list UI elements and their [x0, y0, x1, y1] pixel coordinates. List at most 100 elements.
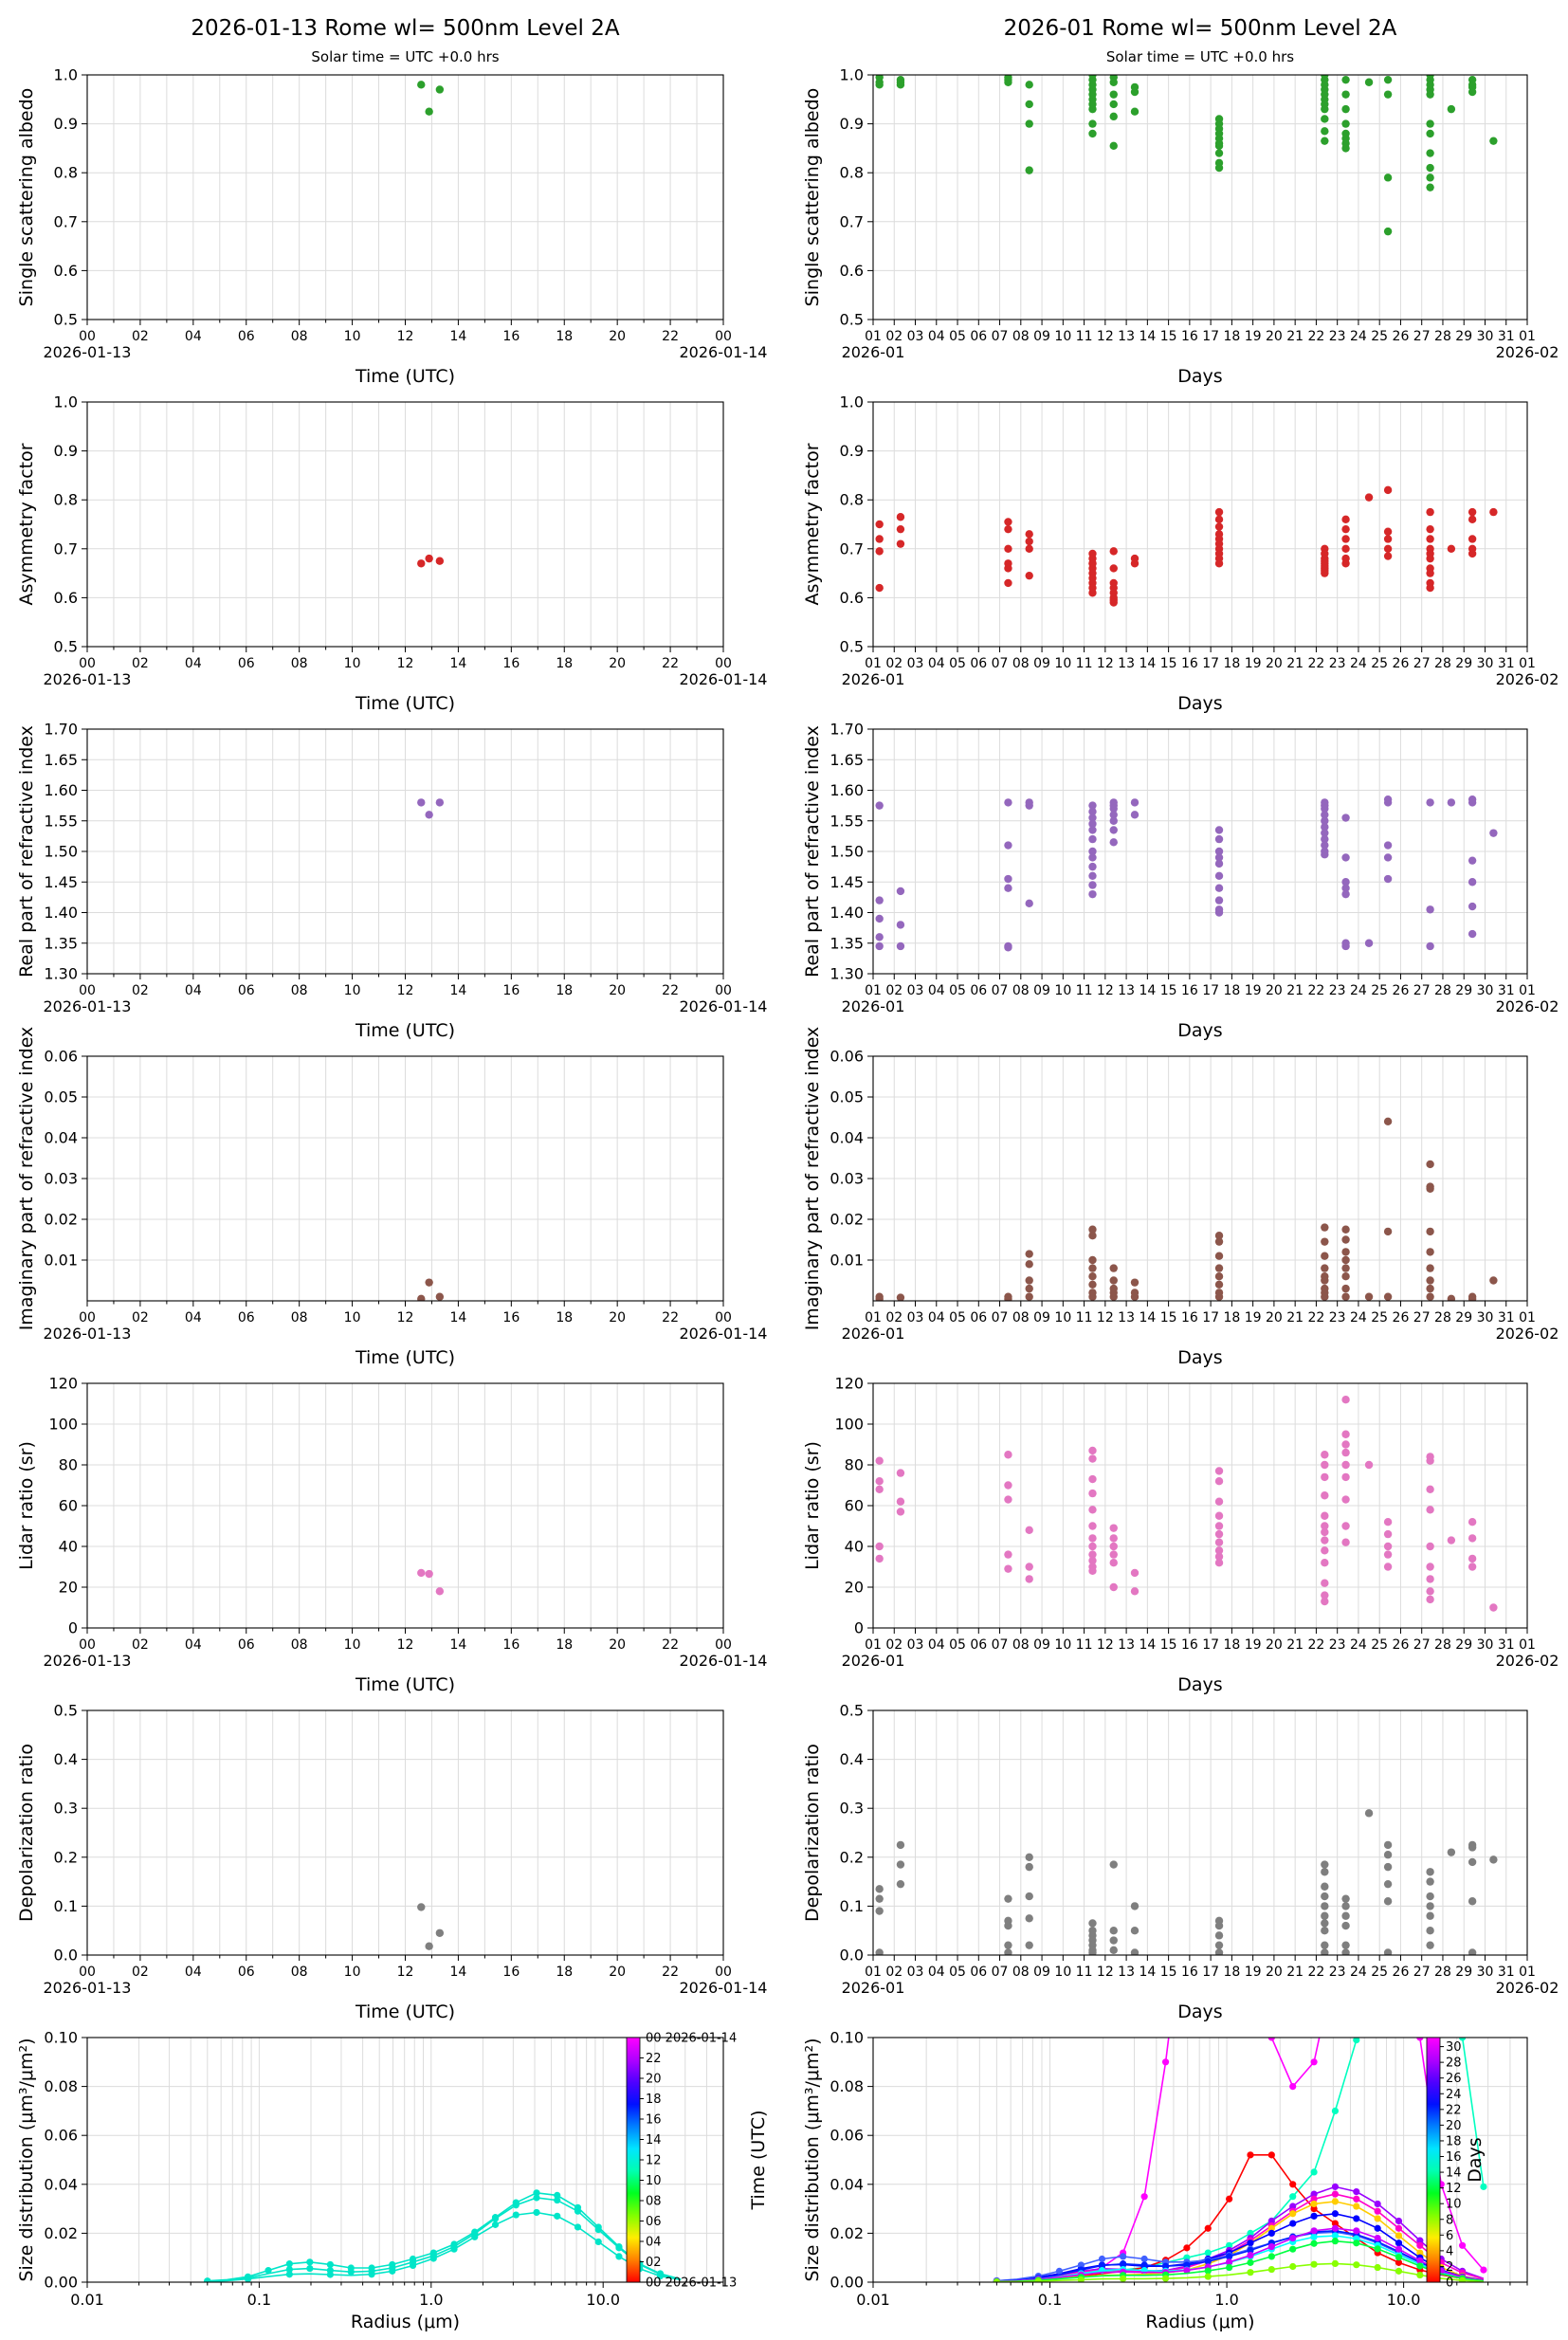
- data-point: [1088, 1272, 1097, 1281]
- y-tick-label: 0.03: [830, 1170, 864, 1188]
- data-point: [1025, 1575, 1033, 1583]
- y-tick-label: 0.06: [44, 1048, 78, 1066]
- data-point: [425, 811, 433, 819]
- colorbar-tick-label: 02: [646, 2256, 662, 2270]
- x-tick-label: 16: [1181, 1637, 1198, 1653]
- data-point: [1426, 583, 1434, 593]
- data-point: [1214, 1477, 1224, 1486]
- x-tick-label: 10: [344, 983, 361, 998]
- data-marks: [417, 798, 445, 819]
- data-point: [1341, 90, 1350, 99]
- data-point: [1341, 1921, 1350, 1930]
- data-point: [1109, 1582, 1118, 1592]
- x-tick-label: 10.0: [586, 2291, 620, 2309]
- x-date-label: 2026-02: [1496, 343, 1559, 361]
- data-point: [1426, 163, 1434, 173]
- data-point: [896, 524, 905, 534]
- data-point: [875, 933, 884, 941]
- colorbar-tick-label: 26: [1446, 2072, 1462, 2086]
- gridlines: [872, 1382, 1528, 1629]
- data-point: [1025, 537, 1033, 546]
- series-point: [1247, 2269, 1254, 2276]
- data-point: [1426, 119, 1434, 128]
- data-point: [1025, 1284, 1033, 1293]
- x-tick-label: 27: [1413, 1637, 1431, 1653]
- series-point: [512, 2202, 520, 2209]
- x-tick-label: 24: [1350, 656, 1367, 671]
- x-tick-label: 17: [1202, 329, 1219, 344]
- data-point: [1383, 1529, 1393, 1539]
- x-tick-label: 22: [662, 1965, 679, 1980]
- data-point: [1214, 847, 1224, 856]
- x-tick-label: 21: [1286, 329, 1304, 344]
- series-point: [1458, 2038, 1467, 2041]
- axis-ticks: 0.5 0.6 0.7 0.8 0.9 1.0 00 02 04 06 08 10 12 14 16 18 20…: [44, 66, 768, 362]
- data-marks: [204, 2189, 682, 2282]
- data-point: [1321, 104, 1329, 114]
- x-tick-label: 17: [1202, 1310, 1219, 1325]
- series-point: [491, 2221, 500, 2228]
- x-tick-label: 19: [1245, 329, 1262, 344]
- data-point: [1341, 889, 1350, 899]
- data-point: [435, 557, 445, 565]
- data-point: [1383, 1862, 1393, 1872]
- y-tick-label: 0.08: [44, 2077, 78, 2095]
- data-point: [1489, 137, 1498, 145]
- colorbar-tick-label: 06: [646, 2215, 662, 2229]
- axis-ticks: 0.5 0.6 0.7 0.8 0.9 1.0 00 02 04 06 08 10 12 14 16 18 20…: [44, 393, 768, 689]
- data-point: [1489, 507, 1498, 517]
- x-tick-label: 05: [949, 983, 966, 998]
- x-tick-label: 13: [1118, 656, 1135, 671]
- data-point: [896, 887, 905, 896]
- y-tick-label: 100: [48, 1416, 78, 1434]
- y-axis-label: Real part of refractive index: [802, 725, 823, 978]
- x-tick-label: 08: [1012, 329, 1030, 344]
- data-point: [896, 1840, 905, 1850]
- x-tick-label: 16: [1181, 329, 1198, 344]
- x-tick-label: 10: [1054, 1637, 1071, 1653]
- series-point: [409, 2258, 417, 2266]
- series-point: [1120, 2253, 1127, 2260]
- x-tick-label: 09: [1033, 1965, 1050, 1980]
- y-tick-label: 80: [845, 1456, 864, 1474]
- series-point: [285, 2260, 293, 2268]
- x-tick-label: 30: [1477, 1965, 1494, 1980]
- data-point: [417, 81, 426, 89]
- y-axis-label: Single scattering albedo: [802, 88, 823, 307]
- panel-monthly-asy: 0.50.60.70.80.91.001 02 03 04 05 06 07 08 09 10 11…: [802, 393, 1559, 715]
- data-point: [1341, 1894, 1350, 1903]
- plot-frame: [872, 1382, 1528, 1629]
- axis-ticks: 0.00 0.02 0.04 0.06 0.08 0.10 0.01 0.1 1.0 10.0: [44, 2029, 724, 2309]
- series-point: [1247, 2151, 1254, 2159]
- data-point: [1004, 1294, 1012, 1301]
- panel-daily-rri: 1.30 1.35 1.40 1.45 1.50 1.55 1.60 1.65 1.70 00 02…: [16, 721, 767, 1042]
- data-point: [1426, 1868, 1434, 1876]
- x-tick-label: 12: [1097, 983, 1114, 998]
- data-point: [1214, 1511, 1224, 1520]
- x-date-label: 2026-01-14: [680, 997, 768, 1015]
- x-tick-label: 14: [450, 329, 467, 344]
- colorbar-label: Time (UTC): [748, 2110, 769, 2210]
- data-point: [1214, 1931, 1224, 1940]
- x-date-label: 2026-01-14: [680, 1979, 768, 1997]
- data-point: [1341, 1902, 1350, 1910]
- x-tick-label: 10: [1054, 983, 1071, 998]
- data-point: [1109, 598, 1118, 607]
- series-point: [1204, 2249, 1212, 2257]
- data-point: [1130, 1568, 1140, 1578]
- data-point: [1426, 129, 1434, 138]
- data-point: [1426, 1563, 1434, 1571]
- data-point: [1383, 1563, 1393, 1571]
- colorbar-tick-label: 20: [1446, 2119, 1462, 2133]
- x-tick-label: 03: [907, 656, 924, 671]
- x-tick-label: 16: [1181, 1310, 1198, 1325]
- x-tick-label: 05: [949, 656, 966, 671]
- series-line: [207, 2211, 682, 2282]
- data-point: [1025, 801, 1033, 810]
- x-tick-label: 02: [885, 1965, 903, 1980]
- y-tick-label: 0.4: [840, 1750, 864, 1768]
- data-point: [1426, 507, 1434, 517]
- series-point: [1416, 2262, 1424, 2270]
- data-point: [1214, 853, 1224, 862]
